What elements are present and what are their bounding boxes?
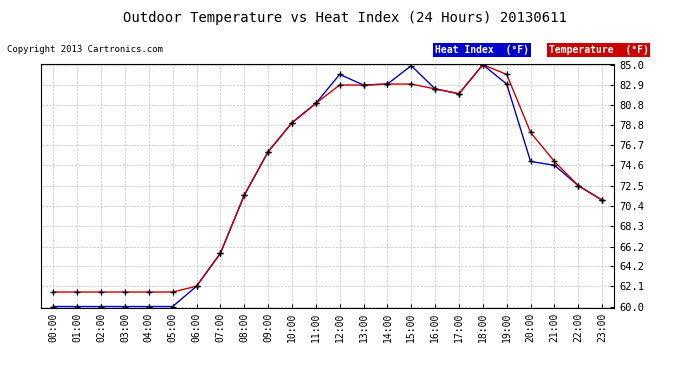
Text: Outdoor Temperature vs Heat Index (24 Hours) 20130611: Outdoor Temperature vs Heat Index (24 Ho… (123, 11, 567, 25)
Text: Temperature  (°F): Temperature (°F) (549, 45, 649, 55)
Text: Copyright 2013 Cartronics.com: Copyright 2013 Cartronics.com (7, 45, 163, 54)
Text: Heat Index  (°F): Heat Index (°F) (435, 45, 529, 55)
